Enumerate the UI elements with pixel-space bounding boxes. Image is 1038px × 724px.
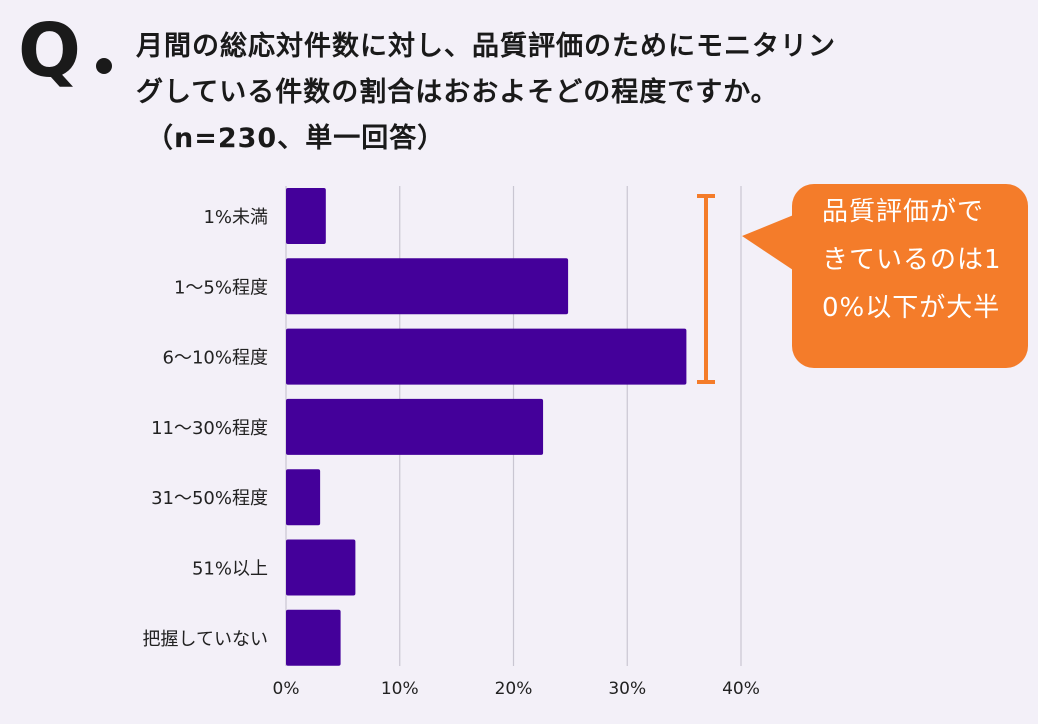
category-labels: 1%未満 1〜5%程度 6〜10%程度 11〜30%程度 31〜50%程度 51%以上把握… xyxy=(143,207,268,650)
x-tick-label: 40% xyxy=(722,679,760,699)
x-tick-label: 20% xyxy=(495,679,533,699)
tick-labels: 0% 10% 20% 30% 40% xyxy=(273,679,760,699)
category-label: 11〜30%程度 xyxy=(151,418,268,439)
category-label: 6〜10%程度 xyxy=(163,348,268,369)
x-tick-label: 30% xyxy=(608,679,646,699)
range-bracket xyxy=(697,194,715,384)
bar xyxy=(286,188,326,244)
callout-bubble: 品質評価ができているのは10%以下が大半 xyxy=(792,184,1028,368)
question-line-2: グしている件数の割合はおおよそどの程度ですか。 xyxy=(136,77,779,108)
category-label: 51%以上 xyxy=(192,559,268,580)
question-text: 月間の総応対件数に対し、品質評価のためにモニタリン グしている件数の割合はおおよ… xyxy=(136,24,936,162)
bar xyxy=(286,469,321,526)
callout-tail xyxy=(742,214,796,272)
q-mark: Q xyxy=(18,8,81,94)
bar xyxy=(286,609,341,666)
question-line-1: 月間の総応対件数に対し、品質評価のためにモニタリン xyxy=(136,31,836,62)
bar xyxy=(286,398,544,455)
question-note: （n=230、単一回答） xyxy=(146,123,446,154)
category-label: 1%未満 xyxy=(203,207,268,228)
category-label: 1〜5%程度 xyxy=(174,277,268,298)
bar xyxy=(286,539,356,596)
category-label: 把握していない xyxy=(143,629,268,650)
callout-text: 品質評価ができているのは10%以下が大半 xyxy=(822,197,1002,323)
bars xyxy=(286,188,687,666)
bar xyxy=(286,258,569,315)
x-tick-label: 0% xyxy=(273,679,300,699)
x-tick-label: 10% xyxy=(381,679,419,699)
category-label: 31〜50%程度 xyxy=(151,488,268,509)
q-dot xyxy=(96,58,112,74)
bar xyxy=(286,328,687,385)
